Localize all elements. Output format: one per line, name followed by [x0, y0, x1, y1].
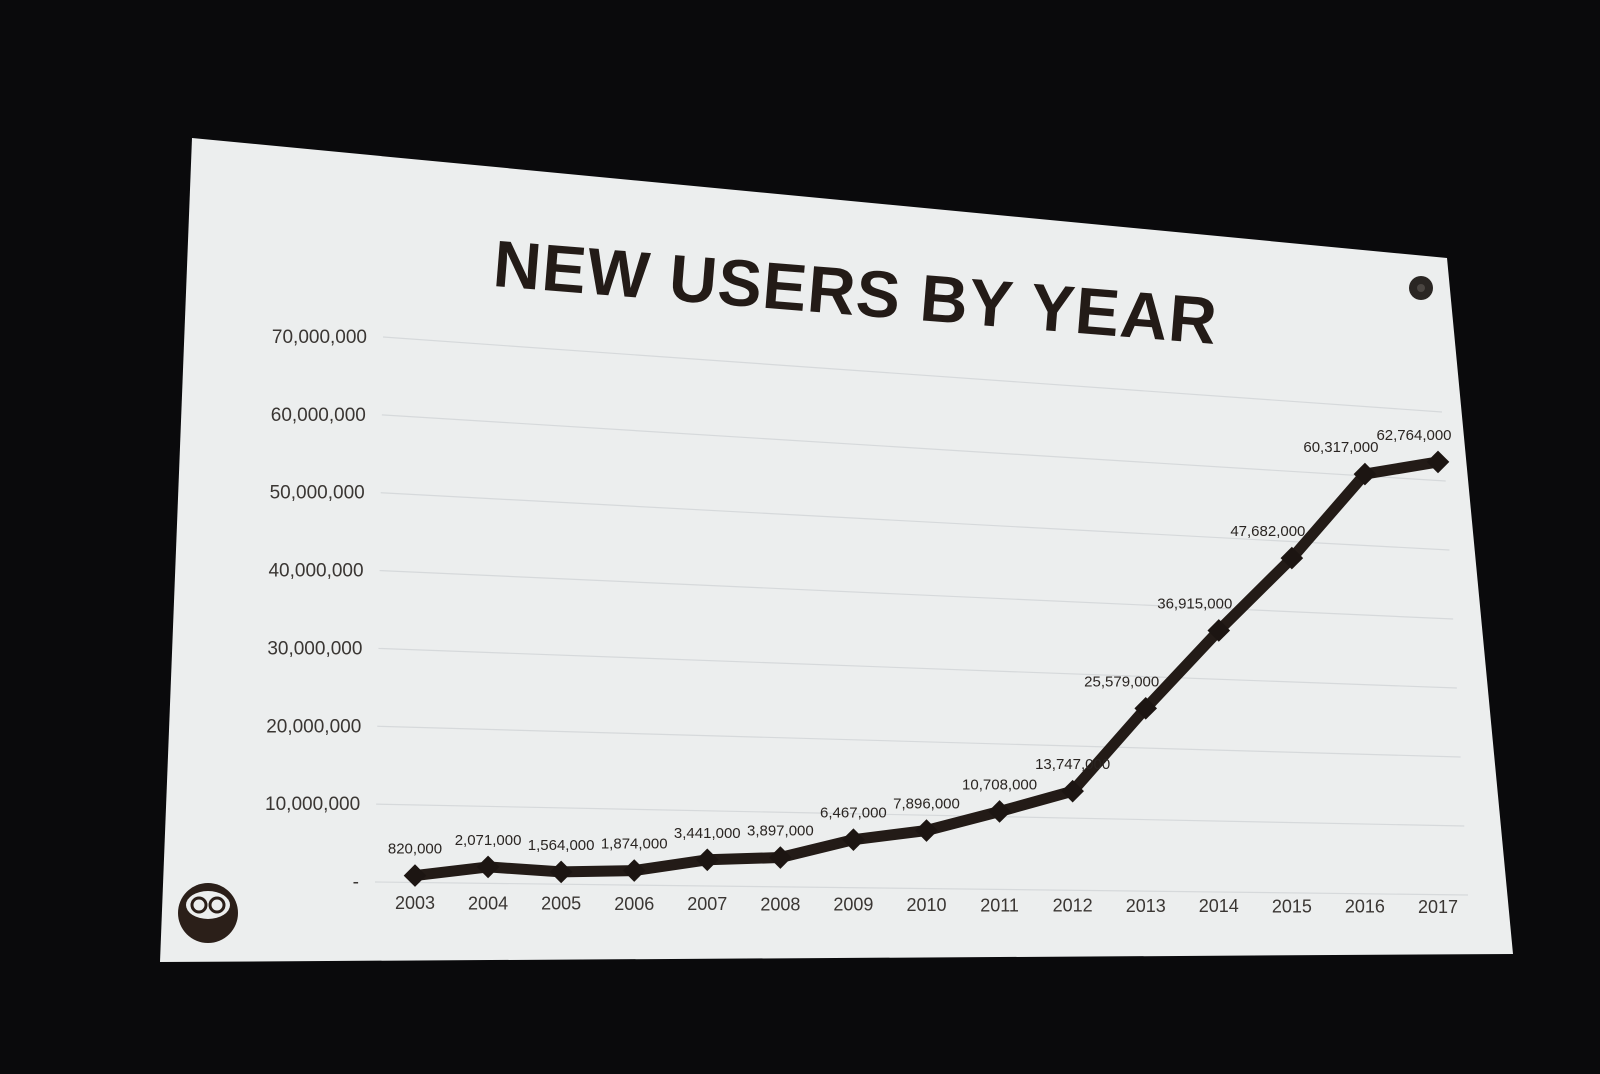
- data-point-marker: [476, 855, 500, 879]
- data-label: 7,896,000: [893, 796, 960, 813]
- gridline: [382, 336, 1443, 413]
- gridline: [380, 492, 1450, 551]
- data-label: 25,579,000: [1084, 673, 1159, 690]
- data-point-marker: [769, 846, 792, 869]
- data-point-marker: [403, 864, 427, 887]
- gridline: [376, 803, 1465, 827]
- x-tick-label: 2005: [541, 894, 581, 914]
- data-point-marker: [842, 828, 865, 851]
- x-tick-label: 2013: [1126, 896, 1166, 916]
- data-point-marker: [1426, 450, 1450, 474]
- x-tick-label: 2009: [833, 895, 873, 915]
- bearded-face-logo-icon: [178, 883, 238, 943]
- x-tick-label: 2008: [760, 894, 800, 914]
- gridline: [374, 881, 1469, 896]
- data-label: 2,071,000: [455, 832, 522, 849]
- y-tick-label: 60,000,000: [271, 405, 366, 426]
- data-point-marker: [622, 859, 646, 882]
- gridline: [377, 725, 1461, 758]
- data-label: 820,000: [388, 841, 442, 858]
- gridline: [381, 414, 1446, 482]
- data-label: 62,764,000: [1376, 427, 1451, 444]
- x-tick-label: 2012: [1053, 896, 1093, 916]
- x-tick-label: 2003: [395, 893, 435, 913]
- data-point-marker: [695, 848, 719, 872]
- data-point-marker: [915, 819, 938, 842]
- data-label: 60,317,000: [1303, 439, 1378, 456]
- y-tick-label: 50,000,000: [270, 483, 365, 504]
- x-tick-label: 2006: [614, 894, 654, 914]
- y-axis: - 10,000,000 20,000,000 30,000,000 40,000,00…: [265, 327, 367, 893]
- data-point-marker: [1207, 619, 1231, 642]
- y-tick-label: 20,000,000: [266, 716, 361, 737]
- gridlines: [374, 336, 1469, 896]
- data-label: 13,747,000: [1035, 756, 1110, 773]
- line-chart: - 10,000,000 20,000,000 30,000,000 40,000,00…: [265, 327, 1469, 917]
- x-tick-label: 2007: [687, 894, 727, 914]
- x-tick-label: 2016: [1345, 897, 1385, 917]
- data-label: 3,897,000: [747, 823, 814, 840]
- data-label: 6,467,000: [820, 805, 887, 822]
- x-tick-label: 2015: [1272, 896, 1312, 916]
- y-tick-label: 70,000,000: [272, 327, 367, 348]
- data-label: 36,915,000: [1157, 595, 1232, 612]
- x-tick-label: 2014: [1199, 896, 1239, 916]
- data-label: 1,874,000: [601, 836, 668, 853]
- data-point-marker: [1134, 697, 1158, 720]
- data-label: 1,564,000: [528, 837, 595, 854]
- data-point-marker: [988, 800, 1011, 823]
- series-markers: [403, 450, 1450, 887]
- slide-background: [160, 138, 1513, 962]
- data-label: 47,682,000: [1230, 523, 1305, 540]
- x-axis: 2003 2004 2005 2006 2007 2008 2009 2010 2011 2012…: [395, 893, 1458, 917]
- y-tick-label: 10,000,000: [265, 794, 360, 815]
- x-tick-label: 2017: [1418, 897, 1458, 917]
- data-label: 3,441,000: [674, 825, 741, 842]
- data-labels: 820,000 2,071,000 1,564,000 1,874,000 3,441,…: [388, 427, 1452, 858]
- dark-circle-icon: [1409, 276, 1433, 300]
- y-tick-label: 40,000,000: [268, 561, 363, 582]
- gridline: [378, 647, 1457, 689]
- data-point-marker: [1061, 779, 1084, 803]
- data-point-marker: [549, 860, 573, 884]
- data-point-marker: [1353, 462, 1377, 486]
- y-tick-label: 30,000,000: [267, 638, 362, 659]
- data-label: 10,708,000: [962, 776, 1037, 793]
- x-tick-label: 2004: [468, 893, 508, 913]
- x-tick-label: 2011: [980, 895, 1019, 915]
- data-point-marker: [1280, 546, 1304, 570]
- x-tick-label: 2010: [906, 895, 946, 915]
- gridline: [379, 569, 1454, 620]
- y-tick-label: -: [353, 872, 359, 893]
